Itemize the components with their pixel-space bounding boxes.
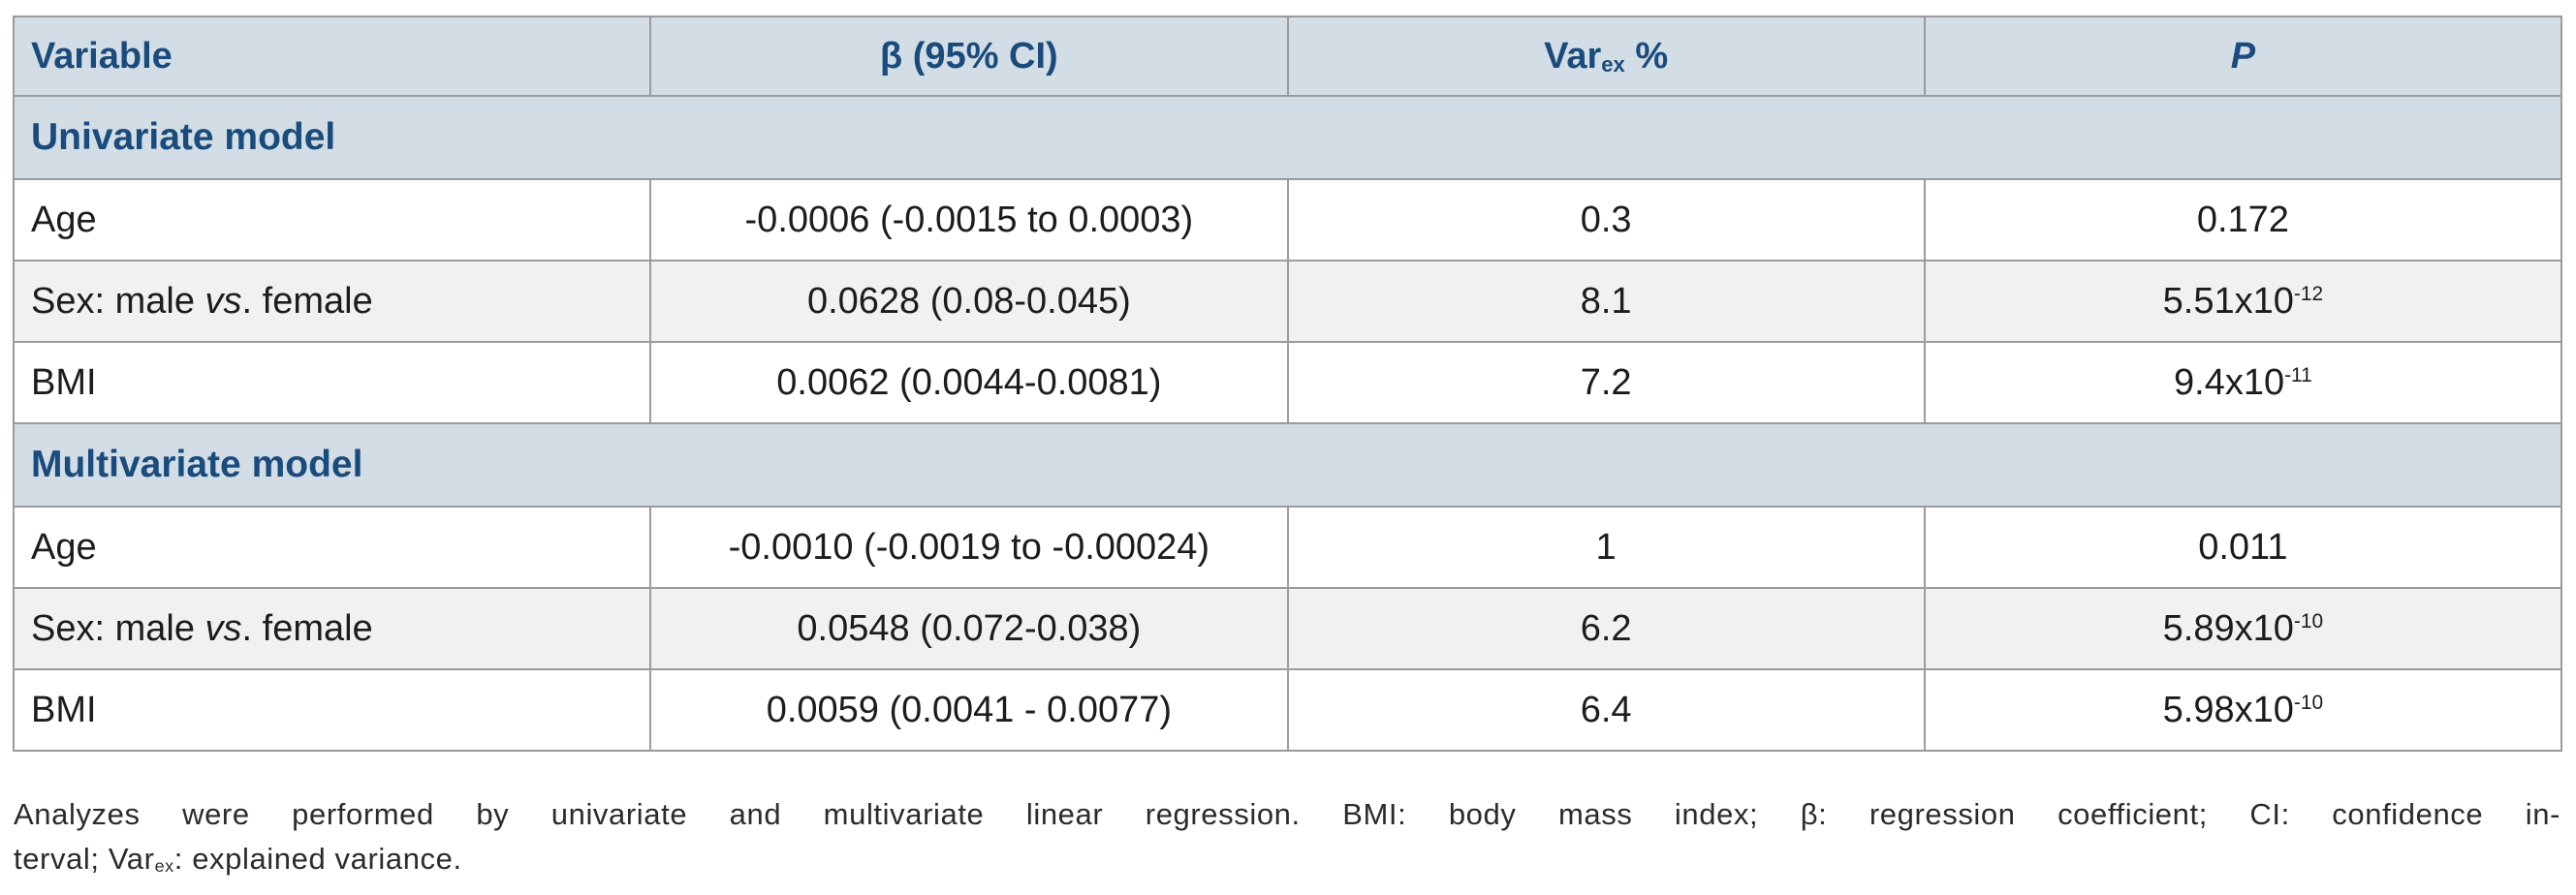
cell-varex: 6.2 [1286,587,1926,670]
cell-variable: Sex: male vs. female [12,587,652,670]
cell-varex: 1 [1286,506,1926,589]
cell-p: 0.011 [1923,506,2563,589]
cell-beta: -0.0010 (-0.0019 to -0.00024) [649,506,1289,589]
cell-varex: 7.2 [1286,341,1926,424]
row-multivariate-bmi: BMI 0.0059 (0.0041 - 0.0077) 6.4 5.98x10… [12,668,2563,752]
cell-variable: BMI [12,341,652,424]
cell-varex: 6.4 [1286,668,1926,752]
cell-variable: Age [12,178,652,262]
row-multivariate-age: Age -0.0010 (-0.0019 to -0.00024) 1 0.01… [12,506,2563,589]
varex-unit: % [1624,35,1669,77]
footnote-line-1: Analyzes were performed by univariate an… [14,797,2560,831]
table-footnote: Analyzes were performed by univariate an… [14,792,2560,888]
row-univariate-age: Age -0.0006 (-0.0015 to 0.0003) 0.3 0.17… [12,178,2563,262]
cell-p: 0.172 [1923,178,2563,262]
regression-results-table: Variable β (95% CI) Varex % P Univariate… [12,15,2563,752]
cell-p: 5.98x10-10 [1923,668,2563,752]
section-row-multivariate: Multivariate model [13,422,2562,508]
cell-variable: Age [12,506,652,589]
varex-subscript: ex [1601,51,1625,77]
section-title-univariate: Univariate model [13,95,2562,180]
cell-beta: 0.0548 (0.072-0.038) [649,587,1289,670]
cell-variable: Sex: male vs. female [12,260,652,343]
varex-base: Var [1544,35,1602,77]
p-exponent: -10 [2293,609,2324,633]
cell-varex: 8.1 [1286,260,1926,343]
row-univariate-bmi: BMI 0.0062 (0.0044-0.0081) 7.2 9.4x10-11 [12,341,2563,424]
cell-beta: 0.0062 (0.0044-0.0081) [649,341,1289,424]
footnote-line-2: terval; Varex: explained variance. [14,842,462,877]
cell-varex: 0.3 [1286,178,1926,262]
col-header-varex: Varex % [1286,15,1926,97]
row-multivariate-sex: Sex: male vs. female 0.0548 (0.072-0.038… [12,587,2563,670]
section-title-multivariate: Multivariate model [13,422,2562,508]
col-header-p: P [1923,15,2563,97]
p-exponent: -10 [2293,691,2324,714]
row-univariate-sex: Sex: male vs. female 0.0628 (0.08-0.045)… [12,260,2563,343]
cell-beta: 0.0059 (0.0041 - 0.0077) [649,668,1289,752]
p-exponent: -11 [2284,363,2312,386]
p-exponent: -12 [2293,282,2324,305]
header-row: Variable β (95% CI) Varex % P [12,15,2563,97]
col-header-variable: Variable [12,15,652,97]
cell-variable: BMI [12,668,652,752]
col-header-beta: β (95% CI) [649,15,1289,97]
varex-subscript: ex [154,856,174,877]
section-row-univariate: Univariate model [13,95,2562,180]
cell-beta: -0.0006 (-0.0015 to 0.0003) [649,178,1289,262]
cell-p: 5.89x10-10 [1923,587,2563,670]
cell-p: 9.4x10-11 [1923,341,2563,424]
cell-p: 5.51x10-12 [1923,260,2563,343]
cell-beta: 0.0628 (0.08-0.045) [649,260,1289,343]
